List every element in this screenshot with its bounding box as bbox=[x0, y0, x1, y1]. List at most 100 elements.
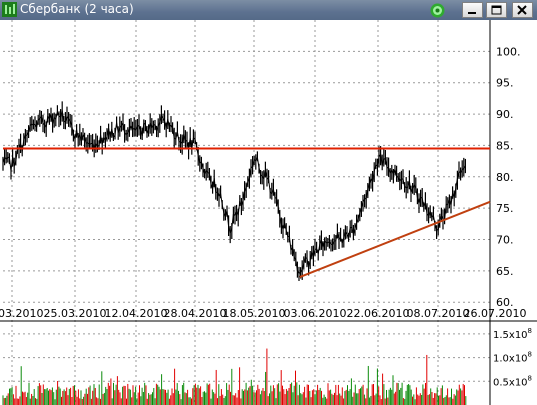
price-segment bbox=[26, 131, 30, 136]
price-segment bbox=[111, 128, 114, 138]
price-chart[interactable]: 60.65.70.75.80.85.90.95.100. 03.03.20102… bbox=[0, 20, 537, 405]
price-segment bbox=[10, 157, 14, 171]
price-segment bbox=[127, 128, 130, 134]
price-segment bbox=[8, 157, 12, 171]
price-segment bbox=[258, 167, 262, 175]
price-segment bbox=[266, 177, 269, 180]
price-tick-label: 100. bbox=[496, 45, 521, 58]
price-segment bbox=[89, 143, 92, 145]
price-segment bbox=[55, 111, 58, 120]
price-segment bbox=[384, 159, 388, 168]
close-button[interactable] bbox=[512, 2, 533, 18]
price-segment bbox=[237, 200, 241, 216]
price-segment bbox=[396, 175, 399, 178]
price-segment bbox=[132, 127, 135, 130]
volume-tick-exponent: 8 bbox=[528, 327, 532, 335]
maximize-icon bbox=[491, 5, 502, 15]
price-segment bbox=[264, 170, 268, 178]
price-segment bbox=[317, 244, 321, 254]
price-segment bbox=[82, 134, 86, 138]
price-segment bbox=[277, 207, 281, 217]
chart-grid bbox=[3, 20, 490, 405]
price-segment bbox=[450, 193, 454, 206]
price-segment bbox=[327, 241, 330, 244]
price-segment bbox=[207, 172, 210, 174]
price-segment bbox=[405, 186, 409, 189]
price-tick-label: 60. bbox=[496, 296, 514, 309]
price-segment bbox=[335, 233, 338, 241]
price-segment bbox=[194, 139, 198, 147]
price-segment bbox=[141, 123, 145, 137]
price-segment bbox=[461, 168, 465, 171]
date-tick-label: 26.07.2010 bbox=[464, 307, 527, 320]
price-segment bbox=[365, 189, 369, 199]
price-segment bbox=[340, 237, 343, 244]
price-segment bbox=[188, 138, 191, 149]
minimize-icon bbox=[468, 12, 476, 14]
price-segment bbox=[295, 259, 298, 271]
price-tick-label: 85. bbox=[496, 139, 514, 152]
green-target-icon[interactable] bbox=[430, 3, 445, 18]
price-segment bbox=[306, 258, 310, 267]
price-series bbox=[2, 101, 466, 281]
price-segment bbox=[42, 122, 45, 126]
volume-tick-label: 0.5x108 bbox=[493, 374, 532, 388]
close-icon bbox=[517, 5, 527, 15]
date-tick-label: 03.06.2010 bbox=[284, 307, 347, 320]
price-segment bbox=[284, 223, 287, 231]
price-segment bbox=[348, 227, 351, 238]
price-segment bbox=[87, 142, 90, 145]
price-segment bbox=[444, 204, 447, 220]
price-segment bbox=[388, 168, 391, 174]
price-segment bbox=[220, 193, 223, 205]
price-segment bbox=[272, 189, 276, 198]
price-segment bbox=[276, 198, 279, 208]
price-segment bbox=[36, 120, 39, 128]
price-segment bbox=[191, 137, 194, 149]
price-segment bbox=[300, 269, 303, 273]
price-segment bbox=[221, 204, 225, 213]
price-segment bbox=[250, 166, 253, 169]
price-segment bbox=[245, 182, 249, 188]
price-tick-label: 95. bbox=[496, 77, 514, 90]
title-bar[interactable]: Сбербанк (2 часа) bbox=[0, 0, 537, 20]
maximize-button[interactable] bbox=[486, 2, 507, 18]
price-segment bbox=[172, 127, 175, 139]
price-segment bbox=[332, 240, 335, 245]
price-segment bbox=[293, 256, 297, 260]
minimize-button[interactable] bbox=[462, 2, 483, 18]
price-segment bbox=[183, 134, 186, 141]
price-segment bbox=[167, 119, 170, 127]
price-segment bbox=[122, 122, 126, 134]
price-segment bbox=[421, 197, 425, 207]
price-segment bbox=[135, 126, 138, 131]
price-segment bbox=[15, 149, 18, 162]
price-segment bbox=[109, 128, 113, 138]
price-segment bbox=[292, 247, 295, 258]
price-segment bbox=[372, 171, 375, 182]
price-segment bbox=[181, 134, 185, 144]
price-segment bbox=[113, 134, 116, 138]
date-tick-label: 08.07.2010 bbox=[407, 307, 470, 320]
price-segment bbox=[247, 177, 250, 183]
price-segment bbox=[185, 139, 188, 142]
price-segment bbox=[204, 170, 207, 174]
price-segment bbox=[12, 157, 15, 167]
price-segment bbox=[359, 207, 362, 214]
price-segment bbox=[229, 228, 233, 234]
price-segment bbox=[354, 223, 358, 229]
price-segment bbox=[376, 156, 380, 166]
price-segment bbox=[157, 122, 161, 127]
price-segment bbox=[242, 191, 246, 201]
volume-tick-exponent: 8 bbox=[528, 374, 532, 382]
date-tick-label: 28.04.2010 bbox=[164, 307, 227, 320]
price-segment bbox=[23, 134, 26, 141]
price-segment bbox=[394, 169, 398, 177]
price-segment bbox=[84, 137, 87, 144]
price-segment bbox=[352, 228, 356, 235]
price-segment bbox=[463, 165, 466, 169]
price-segment bbox=[208, 173, 212, 185]
price-segment bbox=[356, 218, 359, 224]
price-segment bbox=[279, 216, 282, 225]
